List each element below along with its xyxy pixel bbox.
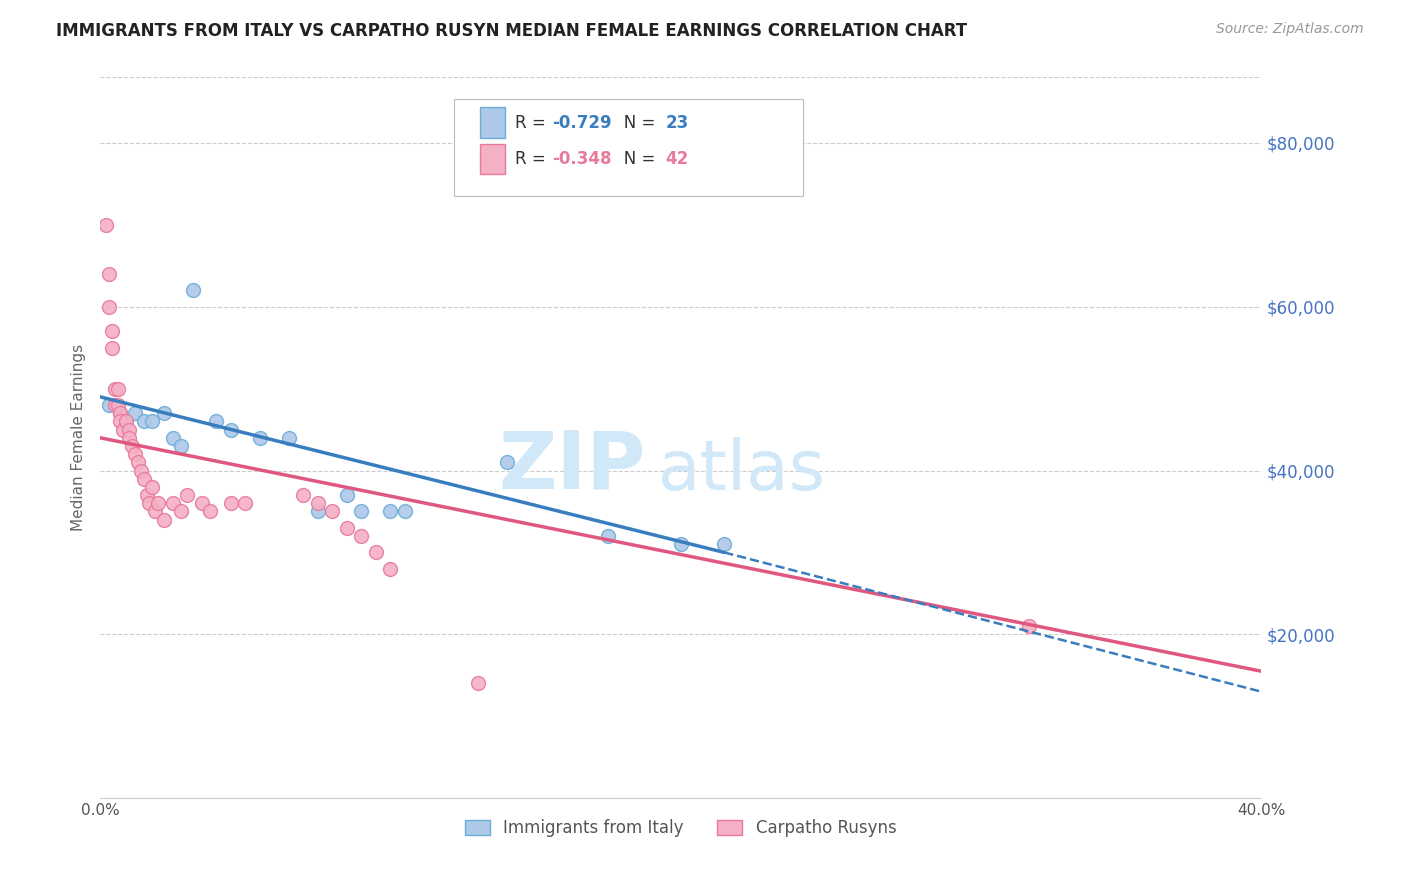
Point [336, 521, 359, 535]
Point [110, 414, 132, 428]
Point [118, 423, 141, 437]
Point [121, 439, 143, 453]
Point [170, 439, 193, 453]
Text: R =: R = [515, 150, 551, 168]
Point [350, 529, 373, 543]
Point [97, 398, 120, 412]
Text: -0.348: -0.348 [551, 150, 612, 168]
Point [307, 504, 329, 518]
Point [170, 504, 193, 518]
Bar [479, 108, 505, 137]
Point [115, 414, 138, 428]
Point [107, 382, 129, 396]
Point [94, 218, 117, 232]
Point [124, 447, 146, 461]
Y-axis label: Median Female Earnings: Median Female Earnings [72, 344, 86, 532]
Point [336, 488, 359, 502]
Point [219, 496, 242, 510]
Text: N =: N = [607, 150, 661, 168]
Text: 23: 23 [665, 113, 689, 132]
Point [598, 529, 620, 543]
Text: N =: N = [607, 113, 661, 132]
Point [132, 472, 155, 486]
Point [127, 455, 149, 469]
Point [141, 480, 163, 494]
Point [118, 431, 141, 445]
Legend: Immigrants from Italy, Carpatho Rusyns: Immigrants from Italy, Carpatho Rusyns [458, 813, 903, 844]
Point [153, 513, 176, 527]
Point [162, 496, 184, 510]
Text: R =: R = [515, 113, 551, 132]
Point [124, 406, 146, 420]
Point [97, 267, 120, 281]
Point [321, 504, 343, 518]
Text: IMMIGRANTS FROM ITALY VS CARPATHO RUSYN MEDIAN FEMALE EARNINGS CORRELATION CHART: IMMIGRANTS FROM ITALY VS CARPATHO RUSYN … [56, 22, 967, 40]
Point [129, 464, 152, 478]
Point [141, 414, 163, 428]
Point [100, 324, 122, 338]
Point [380, 562, 402, 576]
Point [104, 398, 127, 412]
Point [467, 676, 489, 690]
Point [233, 496, 256, 510]
Point [107, 398, 129, 412]
Point [350, 504, 373, 518]
Text: -0.729: -0.729 [551, 113, 612, 132]
Point [148, 496, 170, 510]
Point [104, 382, 127, 396]
Point [277, 431, 299, 445]
Point [162, 431, 184, 445]
Text: Source: ZipAtlas.com: Source: ZipAtlas.com [1216, 22, 1364, 37]
Point [495, 455, 517, 469]
Point [307, 496, 329, 510]
Point [135, 488, 157, 502]
Point [138, 496, 160, 510]
Point [669, 537, 692, 551]
Point [713, 537, 735, 551]
Point [394, 504, 416, 518]
Point [110, 406, 132, 420]
Point [181, 284, 204, 298]
Point [132, 414, 155, 428]
Point [190, 496, 212, 510]
Point [1018, 619, 1040, 633]
Point [292, 488, 315, 502]
Text: 42: 42 [665, 150, 689, 168]
Point [97, 300, 120, 314]
Point [153, 406, 176, 420]
Point [115, 414, 138, 428]
Point [205, 414, 228, 428]
Point [364, 545, 387, 559]
Point [219, 423, 242, 437]
Text: ZIP: ZIP [499, 427, 645, 506]
Point [110, 406, 132, 420]
Point [100, 341, 122, 355]
Point [176, 488, 198, 502]
Point [112, 423, 135, 437]
Point [143, 504, 166, 518]
Point [380, 504, 402, 518]
FancyBboxPatch shape [454, 99, 803, 196]
Point [249, 431, 271, 445]
Point [200, 504, 222, 518]
Text: atlas: atlas [658, 437, 825, 504]
Bar [479, 144, 505, 174]
